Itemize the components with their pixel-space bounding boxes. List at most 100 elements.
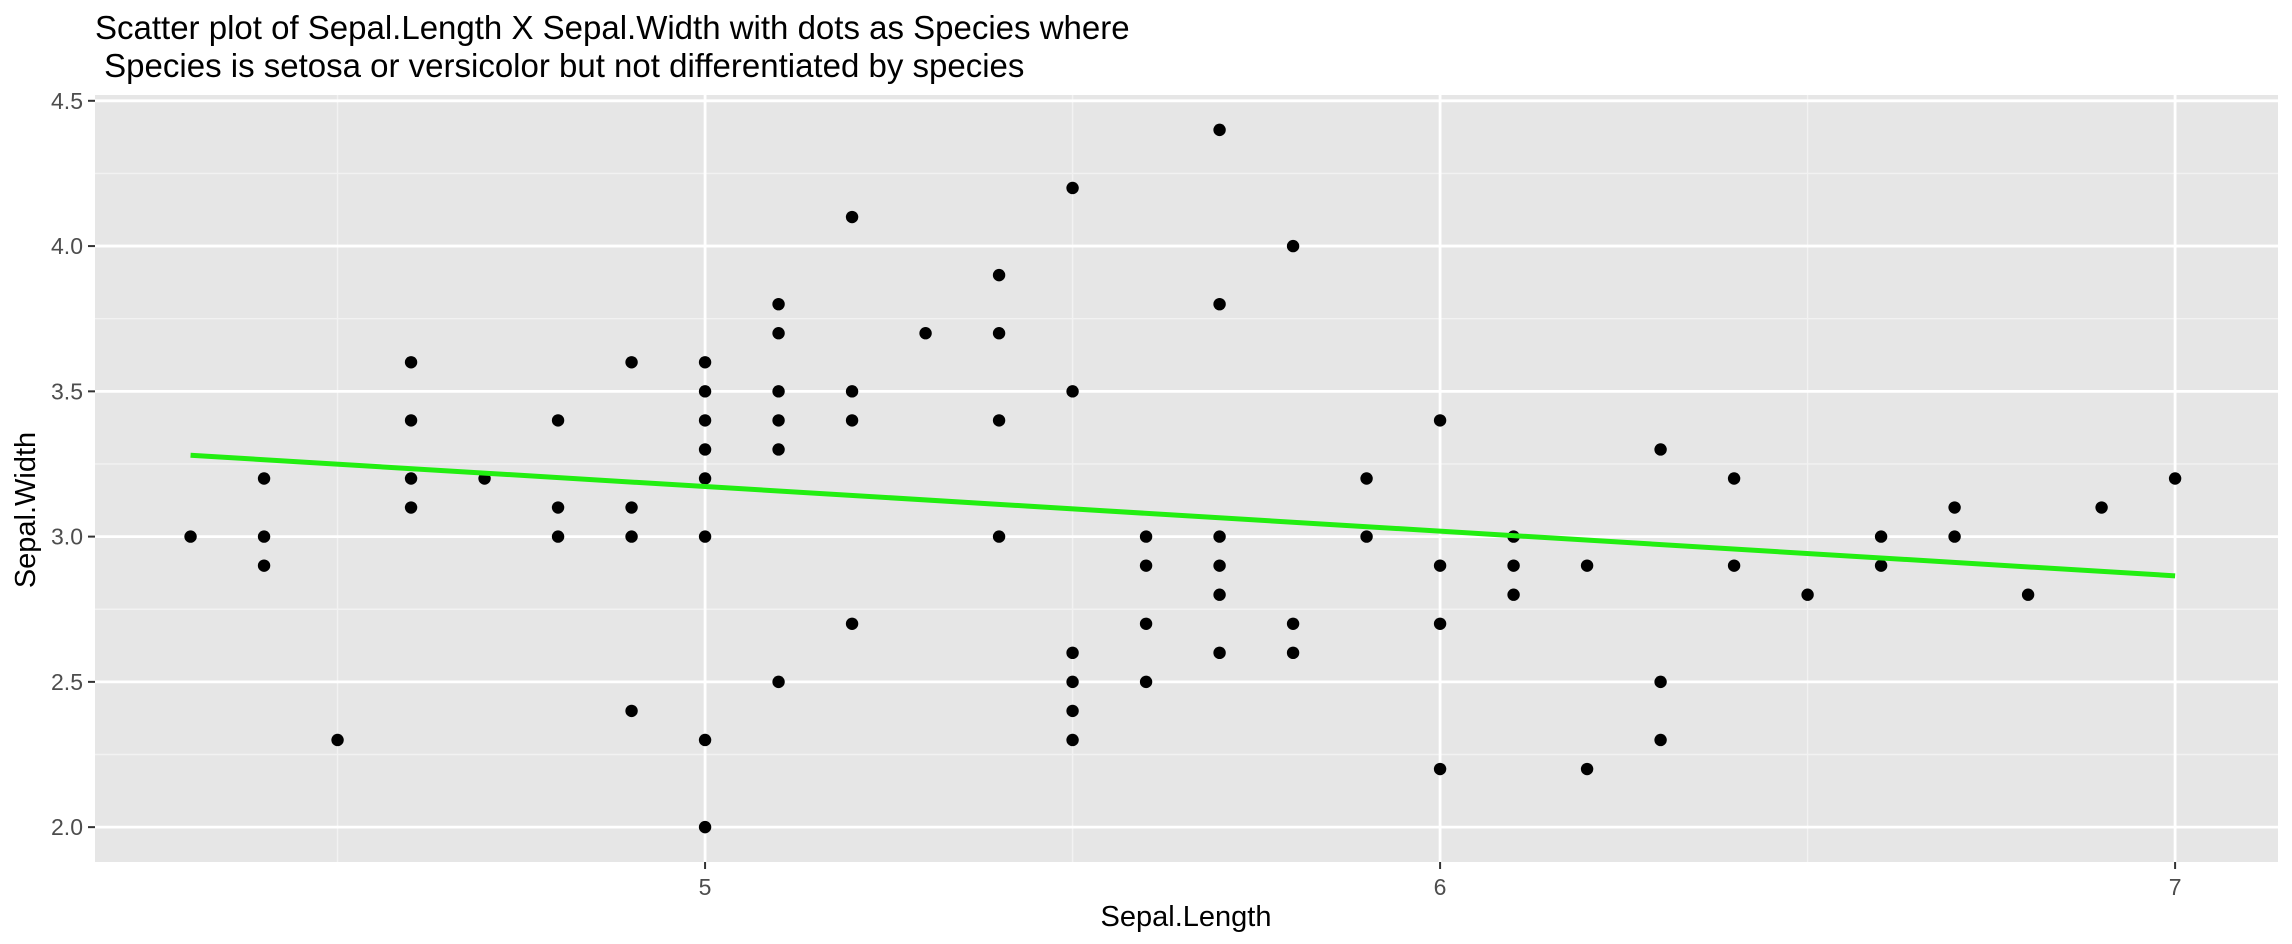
data-point <box>1580 762 1594 776</box>
data-point <box>698 530 712 543</box>
data-point <box>1360 530 1373 543</box>
data-point <box>1213 297 1226 311</box>
data-point <box>845 617 859 630</box>
data-points <box>184 123 2182 834</box>
data-point <box>1433 762 1447 776</box>
data-point <box>625 530 638 543</box>
data-point <box>1139 675 1153 689</box>
data-point <box>772 297 785 311</box>
data-point <box>1433 414 1447 427</box>
data-point <box>992 530 1006 543</box>
data-point <box>625 501 638 514</box>
data-point <box>184 530 197 543</box>
data-point <box>1654 733 1667 747</box>
data-point <box>698 733 712 747</box>
data-point <box>1580 559 1594 572</box>
data-point <box>1874 559 1888 572</box>
data-point <box>1139 530 1153 543</box>
data-point <box>1213 530 1226 543</box>
data-point <box>1213 588 1226 601</box>
data-point <box>698 385 712 398</box>
y-axis: 2.0 2.5 3.0 3.5 4.0 4.5 <box>51 88 95 840</box>
data-point <box>1286 646 1300 660</box>
data-point <box>992 414 1006 427</box>
data-point <box>1286 617 1300 630</box>
data-point <box>551 501 565 514</box>
data-point <box>1874 530 1888 543</box>
data-point <box>1066 385 1079 398</box>
minor-grid <box>95 95 2278 862</box>
chart-title-line-1: Scatter plot of Sepal.Length X Sepal.Wid… <box>95 9 1130 46</box>
data-point <box>1507 588 1520 601</box>
data-point <box>698 356 712 369</box>
data-point <box>1066 733 1079 747</box>
y-axis-title: Sepal.Width <box>10 432 42 588</box>
x-tick-label: 7 <box>2169 874 2182 900</box>
data-point <box>331 733 344 747</box>
data-point <box>1507 559 1520 572</box>
data-point <box>772 327 785 340</box>
data-point <box>1801 588 1814 601</box>
data-point <box>257 559 271 572</box>
y-tick-label: 2.5 <box>51 669 83 695</box>
major-grid <box>95 95 2278 862</box>
data-point <box>1654 443 1667 456</box>
data-point <box>845 210 859 224</box>
data-point <box>1139 617 1153 630</box>
x-axis: 5 6 7 <box>699 862 2182 900</box>
data-point <box>2095 501 2108 514</box>
data-point <box>992 327 1006 340</box>
data-point <box>1727 472 1741 485</box>
data-point <box>1066 704 1079 718</box>
data-point <box>772 385 785 398</box>
y-tick-label: 3.0 <box>51 524 83 550</box>
plot-panel <box>95 95 2278 862</box>
data-point <box>1066 181 1079 195</box>
data-point <box>1139 559 1153 572</box>
y-tick-label: 4.5 <box>51 88 83 114</box>
y-tick-label: 2.0 <box>51 814 83 840</box>
data-point <box>625 704 638 718</box>
data-point <box>1286 239 1300 253</box>
data-point <box>2168 472 2182 485</box>
data-point <box>551 530 565 543</box>
data-point <box>1727 559 1741 572</box>
data-point <box>698 472 712 485</box>
data-point <box>992 268 1006 282</box>
data-point <box>1948 530 1961 543</box>
data-point <box>625 356 638 369</box>
data-point <box>772 414 785 427</box>
trend-line <box>190 452 2176 579</box>
data-point <box>1433 617 1447 630</box>
chart-title-line-2: Species is setosa or versicolor but not … <box>95 47 1024 84</box>
data-point <box>257 472 271 485</box>
data-point <box>1213 646 1226 660</box>
data-point <box>698 414 712 427</box>
data-point <box>845 414 859 427</box>
data-point <box>698 443 712 456</box>
data-point <box>1654 675 1667 689</box>
data-point <box>919 327 932 340</box>
data-point <box>698 820 712 834</box>
data-point <box>772 443 785 456</box>
data-point <box>404 356 418 369</box>
data-point <box>1360 472 1373 485</box>
data-point <box>2021 588 2035 601</box>
data-point <box>551 414 565 427</box>
x-axis-title: Sepal.Length <box>1101 901 1272 933</box>
data-point <box>1066 646 1079 660</box>
data-point <box>404 472 418 485</box>
data-point <box>1213 559 1226 572</box>
x-tick-label: 6 <box>1434 874 1447 900</box>
data-point <box>404 414 418 427</box>
data-point <box>404 501 418 514</box>
y-tick-label: 4.0 <box>51 233 83 259</box>
data-point <box>257 530 271 543</box>
x-tick-label: 5 <box>699 874 712 900</box>
data-point <box>845 385 859 398</box>
data-point <box>1433 559 1447 572</box>
y-tick-label: 3.5 <box>51 378 83 404</box>
data-point <box>1948 501 1961 514</box>
data-point <box>1213 123 1226 137</box>
